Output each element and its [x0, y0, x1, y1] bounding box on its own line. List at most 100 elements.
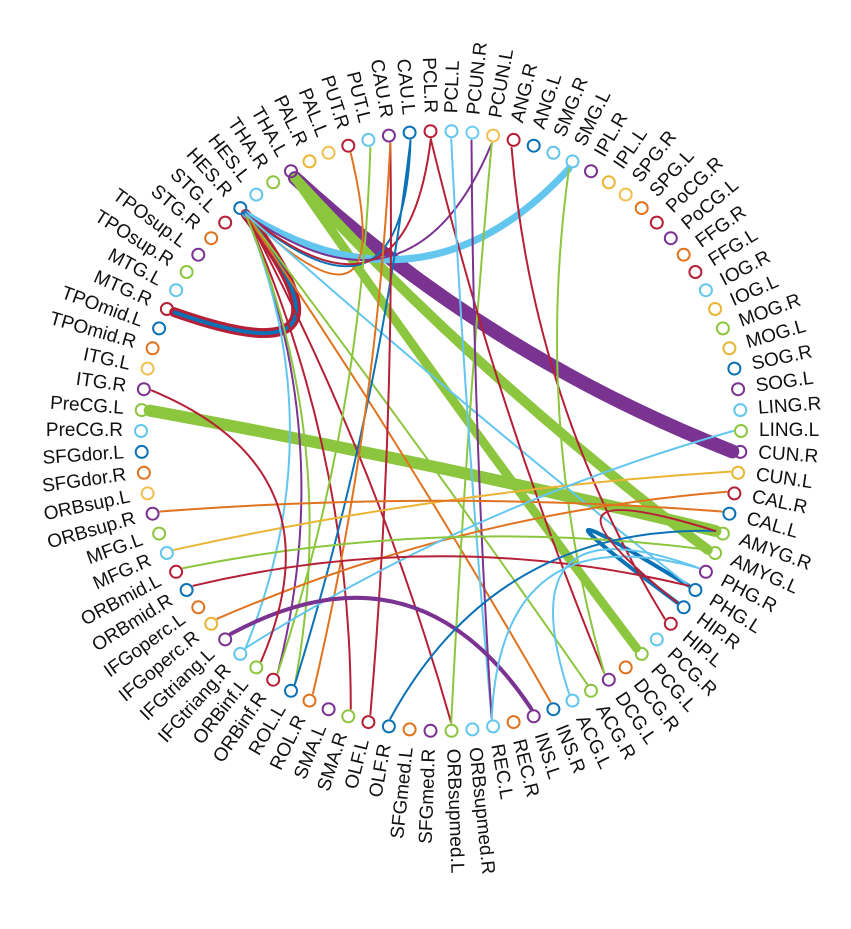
connection-edge: [182, 535, 709, 570]
connection-edge: [216, 490, 728, 620]
node-marker: [715, 526, 730, 541]
node-marker: [727, 361, 742, 376]
connection-edge: [276, 146, 372, 675]
node-marker: [688, 265, 703, 279]
node-marker: [402, 722, 417, 737]
node-marker: [506, 132, 521, 147]
node-label: SFGdor.L: [42, 442, 125, 469]
connection-edge: [369, 142, 392, 716]
connection-edge: [470, 139, 493, 720]
node-marker: [649, 632, 664, 647]
connection-edge: [244, 213, 690, 587]
connection-edge: [244, 213, 311, 685]
node-marker: [249, 187, 264, 202]
node-marker: [140, 486, 155, 501]
node-marker: [601, 175, 616, 190]
node-marker: [731, 465, 746, 480]
node-label: CUN.R: [758, 442, 819, 467]
connection-edge: [143, 404, 722, 537]
node-marker: [634, 201, 649, 216]
connection-edge: [244, 138, 432, 266]
node-marker: [584, 683, 598, 698]
node-marker: [152, 526, 167, 541]
node-marker: [708, 302, 723, 316]
node-label: PreCG.R: [46, 420, 123, 441]
connection-edge: [312, 142, 392, 695]
node-marker: [708, 546, 723, 560]
node-marker: [179, 265, 194, 279]
node-marker: [134, 424, 148, 438]
node-marker: [722, 506, 737, 521]
node-marker: [526, 138, 541, 153]
node-marker: [634, 646, 649, 661]
node-label: LING.R: [757, 393, 822, 418]
node-marker: [159, 546, 174, 560]
connection-edge: [510, 146, 666, 620]
connection-edge: [290, 173, 641, 653]
connection-edge: [244, 213, 453, 724]
connection-edge: [150, 389, 287, 663]
node-marker: [145, 341, 160, 356]
node-marker: [584, 164, 598, 179]
node-marker: [663, 231, 678, 246]
node-label: SFGmed.R: [416, 748, 440, 844]
node-marker: [423, 723, 438, 738]
connection-edge: [585, 527, 691, 605]
nodes-layer: [134, 124, 748, 738]
node-marker: [649, 215, 664, 230]
node-marker: [321, 145, 336, 160]
node-marker: [204, 231, 219, 246]
node-marker: [341, 138, 356, 153]
node-marker: [486, 719, 501, 734]
node-marker: [734, 424, 748, 438]
connection-edge: [244, 213, 352, 710]
node-marker: [546, 145, 561, 160]
labels-layer: PCUN.RPCUN.LANG.RANG.LSMG.RSMG.LIPL.RIPL…: [41, 41, 822, 875]
connection-edge: [242, 165, 573, 264]
node-marker: [698, 564, 713, 579]
connection-edge: [389, 529, 717, 720]
node-marker: [191, 600, 206, 615]
node-marker: [266, 672, 281, 687]
connection-edge: [159, 499, 723, 513]
node-marker: [381, 719, 396, 734]
node-marker: [179, 583, 194, 597]
node-marker: [361, 715, 376, 730]
node-marker: [136, 465, 151, 480]
connection-edge: [599, 509, 717, 604]
node-marker: [134, 444, 149, 459]
node-marker: [565, 154, 580, 169]
node-marker: [444, 723, 459, 738]
node-marker: [361, 132, 376, 147]
connection-edge: [556, 167, 606, 675]
node-marker: [145, 506, 160, 521]
node-marker: [266, 175, 281, 190]
node-marker: [284, 164, 298, 179]
node-marker: [618, 187, 633, 202]
connection-edge: [490, 555, 700, 720]
connection-edge: [552, 548, 700, 695]
node-marker: [565, 693, 580, 708]
node-marker: [284, 683, 298, 698]
node-marker: [191, 247, 206, 262]
connection-edge: [429, 138, 606, 675]
node-marker: [169, 564, 184, 579]
node-marker: [676, 247, 691, 262]
node-marker: [444, 124, 459, 139]
node-label: PreCG.L: [49, 393, 124, 419]
node-marker: [731, 382, 746, 397]
node-marker: [134, 403, 149, 418]
node-marker: [733, 403, 748, 418]
connection-edge: [244, 213, 291, 649]
edges-layer: [143, 138, 740, 724]
node-label: LING.L: [759, 420, 819, 441]
node-marker: [204, 616, 219, 631]
node-marker: [169, 283, 184, 298]
node-marker: [727, 486, 742, 501]
node-marker: [249, 660, 264, 675]
node-marker: [152, 321, 167, 336]
node-marker: [506, 715, 521, 730]
node-marker: [302, 154, 317, 169]
node-marker: [601, 672, 616, 687]
